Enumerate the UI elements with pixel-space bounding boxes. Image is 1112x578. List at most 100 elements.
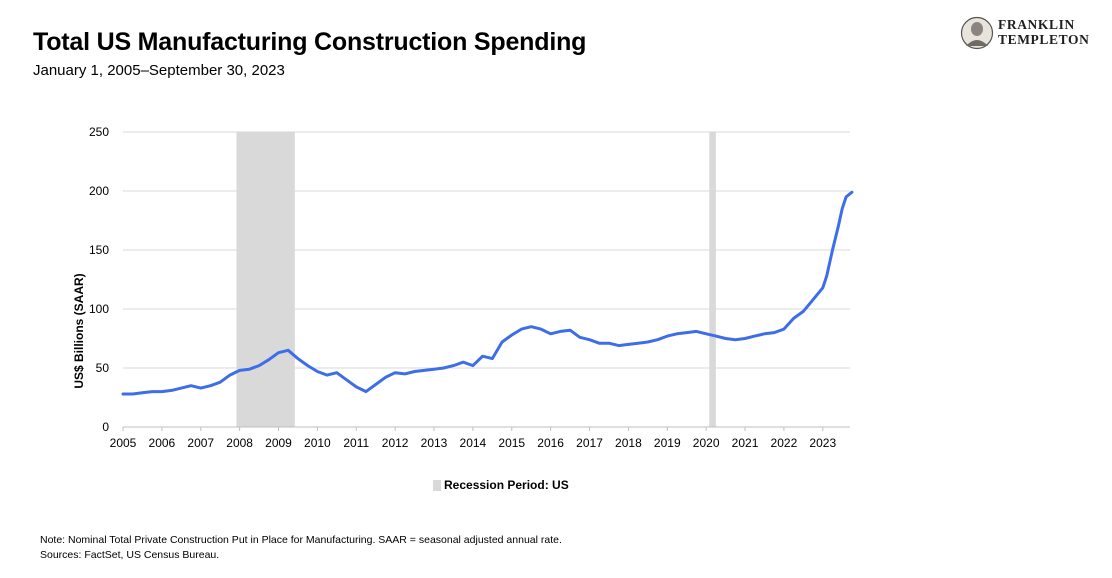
- footnote: Note: Nominal Total Private Construction…: [40, 533, 562, 563]
- portrait-seal-icon: [960, 16, 994, 50]
- data-point: [190, 385, 192, 387]
- y-axis-label: US$ Billions (SAAR): [72, 273, 86, 388]
- data-point: [452, 364, 454, 366]
- data-point: [209, 385, 211, 387]
- y-tick-label: 150: [89, 243, 109, 257]
- data-point: [686, 331, 688, 333]
- data-point: [588, 338, 590, 340]
- data-point: [404, 373, 406, 375]
- data-point: [170, 389, 172, 391]
- data-point: [161, 390, 163, 392]
- data-point: [617, 344, 619, 346]
- data-point: [744, 337, 746, 339]
- data-point: [384, 376, 386, 378]
- x-tick-label: 2008: [226, 436, 253, 450]
- data-point: [715, 335, 717, 337]
- data-point: [491, 357, 493, 359]
- data-point: [705, 333, 707, 335]
- data-point: [511, 334, 513, 336]
- gridlines: [123, 131, 850, 428]
- data-point: [783, 328, 785, 330]
- recession-band-2: [709, 132, 716, 427]
- x-tick-label: 2022: [771, 436, 798, 450]
- company-logo: FRANKLIN TEMPLETON: [960, 16, 1100, 50]
- x-tick-label: 2018: [615, 436, 642, 450]
- data-point: [520, 328, 522, 330]
- x-tick-label: 2007: [187, 436, 214, 450]
- x-tick-label: 2014: [460, 436, 487, 450]
- data-point: [754, 335, 756, 337]
- data-point: [608, 342, 610, 344]
- data-point: [637, 342, 639, 344]
- logo-wordmark: FRANKLIN TEMPLETON: [998, 17, 1090, 47]
- x-tick-label: 2012: [382, 436, 409, 450]
- y-tick-label: 50: [96, 361, 110, 375]
- page-title: Total US Manufacturing Construction Spen…: [33, 28, 587, 56]
- data-point: [822, 287, 824, 289]
- data-point: [365, 390, 367, 392]
- y-tick-label: 250: [89, 125, 109, 139]
- y-tick-label: 0: [102, 420, 109, 434]
- data-point: [141, 392, 143, 394]
- x-tick-label: 2013: [421, 436, 448, 450]
- data-point: [569, 329, 571, 331]
- data-point: [394, 372, 396, 374]
- data-point: [287, 349, 289, 351]
- logo-line-2: TEMPLETON: [998, 31, 1090, 47]
- data-point: [812, 298, 814, 300]
- data-point: [627, 343, 629, 345]
- data-point: [219, 381, 221, 383]
- data-point: [180, 387, 182, 389]
- data-point: [423, 369, 425, 371]
- data-point: [355, 386, 357, 388]
- data-point: [845, 196, 847, 198]
- x-tick-label: 2019: [654, 436, 681, 450]
- data-point: [825, 275, 827, 277]
- x-axis-ticks: 2005 2006 2007 2008 2009 2010 2011 2012 2013 2014…: [110, 427, 836, 450]
- recession-band-1: [236, 132, 295, 427]
- data-point: [773, 331, 775, 333]
- data-point: [132, 393, 134, 395]
- data-point: [841, 208, 843, 210]
- y-tick-label: 100: [89, 302, 109, 316]
- x-tick-label: 2009: [265, 436, 292, 450]
- data-point: [559, 330, 561, 332]
- logo-line-1: FRANKLIN: [998, 17, 1075, 32]
- data-point: [306, 364, 308, 366]
- x-tick-label: 2017: [576, 436, 603, 450]
- data-point: [443, 367, 445, 369]
- y-tick-label: 200: [89, 184, 109, 198]
- data-point: [316, 370, 318, 372]
- data-point: [666, 335, 668, 337]
- page-subtitle: January 1, 2005–September 30, 2023: [33, 62, 285, 79]
- legend: Recession Period: US: [433, 478, 569, 492]
- data-point: [268, 359, 270, 361]
- y-axis-ticks: 0 50 100 150 200 250: [89, 125, 109, 434]
- data-point: [792, 317, 794, 319]
- data-point: [676, 333, 678, 335]
- data-point: [413, 370, 415, 372]
- data-point: [200, 387, 202, 389]
- data-point: [837, 225, 839, 227]
- data-point: [151, 390, 153, 392]
- x-tick-label: 2010: [304, 436, 331, 450]
- data-point: [375, 383, 377, 385]
- recession-bands: [236, 132, 716, 427]
- data-point: [122, 393, 124, 395]
- data-point: [647, 341, 649, 343]
- data-point: [501, 341, 503, 343]
- x-tick-label: 2016: [537, 436, 564, 450]
- x-tick-label: 2021: [732, 436, 759, 450]
- data-point: [238, 369, 240, 371]
- data-point: [229, 374, 231, 376]
- data-point: [297, 357, 299, 359]
- x-tick-label: 2020: [693, 436, 720, 450]
- data-point: [724, 337, 726, 339]
- data-point: [277, 351, 279, 353]
- data-point: [248, 368, 250, 370]
- data-point: [481, 355, 483, 357]
- x-tick-label: 2023: [809, 436, 836, 450]
- data-point: [530, 326, 532, 328]
- data-point: [695, 330, 697, 332]
